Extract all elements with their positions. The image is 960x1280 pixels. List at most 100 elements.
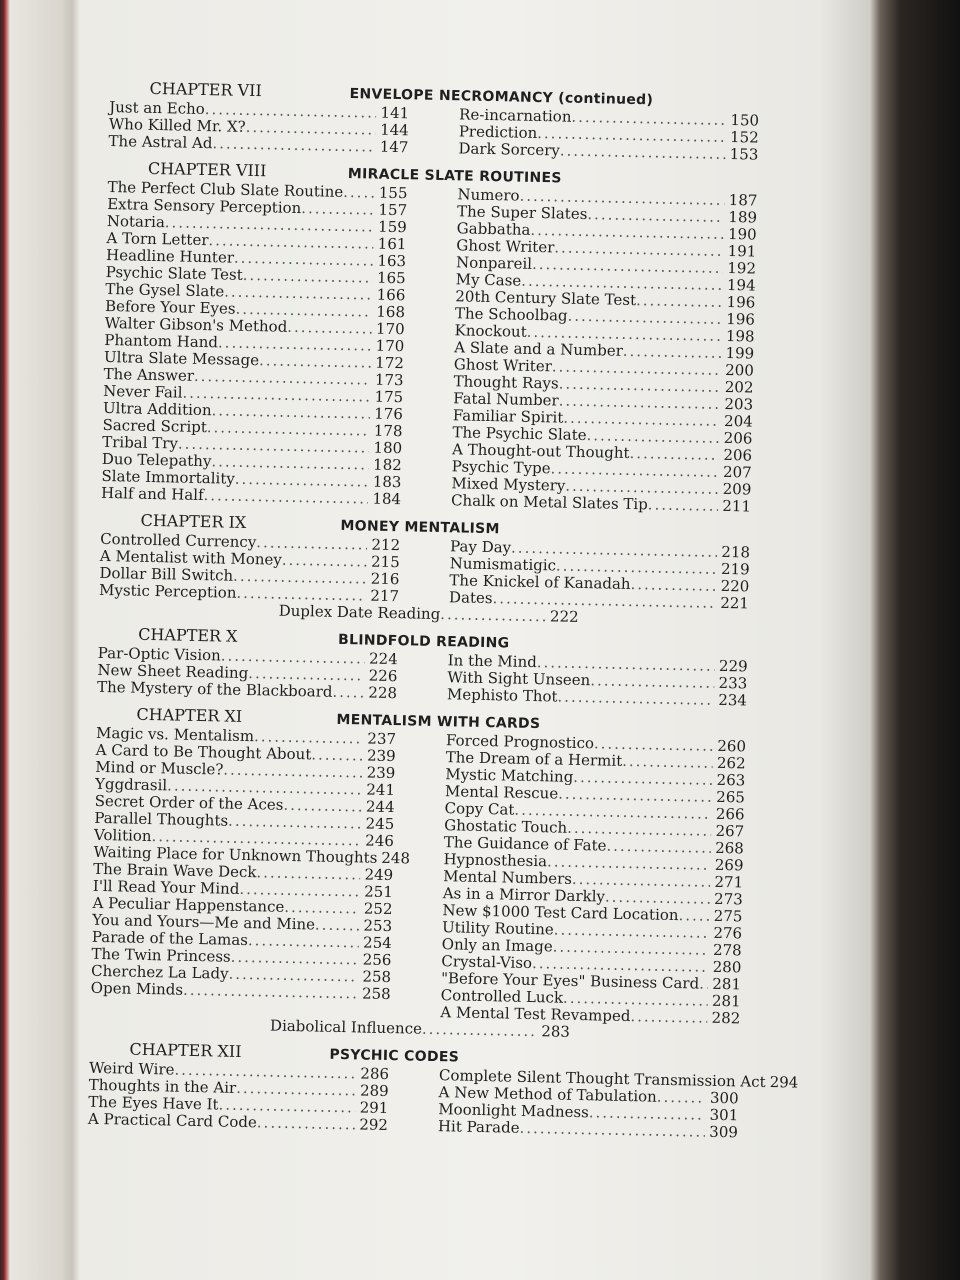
chapter-section: CHAPTER IX MONEY MENTALISM Controlled Curr…: [99, 510, 821, 631]
entry-page-number: 260: [717, 736, 747, 756]
entry-page-number: 251: [364, 882, 394, 902]
entry-page-number: 209: [722, 479, 752, 499]
dot-leader: [212, 135, 376, 155]
entry-page-number: 153: [729, 144, 759, 164]
entry-page-number: 176: [374, 404, 404, 424]
entry-title: A Practical Card Code: [87, 1109, 258, 1132]
entry-page-number: 226: [368, 666, 398, 686]
entry-page-number: 228: [368, 683, 398, 703]
column-right: Forced Prognostico260The Dream of a Herm…: [440, 731, 747, 1027]
entry-page-number: 191: [727, 241, 757, 261]
entry-title: Mephisto Thot: [446, 685, 558, 706]
dot-leader: [440, 606, 546, 625]
entry-page-number: 246: [365, 831, 395, 851]
entry-page-number: 216: [370, 569, 400, 589]
entry-page-number: 155: [378, 183, 408, 203]
entry-title: Mystic Perception: [98, 580, 237, 602]
column-right: In the Mind229With Sight Unseen233Mephis…: [446, 651, 748, 710]
entry-page-number: 194: [726, 275, 756, 295]
dot-leader: [183, 982, 358, 1003]
column-right: Numero187The Super Slates189Gabbatha190G…: [450, 185, 758, 516]
entry-page-number: 198: [725, 326, 755, 346]
entry-page-number: 166: [376, 285, 406, 305]
entry-title: Duplex Date Reading: [278, 601, 441, 624]
entry-page-number: 159: [377, 217, 407, 237]
entry-page-number: 180: [373, 438, 403, 458]
dot-leader: [283, 797, 362, 816]
dot-leader: [519, 1120, 705, 1141]
entry-page-number: 234: [718, 690, 748, 710]
entry-page-number: 222: [549, 607, 579, 626]
entry-page-number: 281: [712, 974, 742, 994]
entry-page-number: 254: [362, 933, 392, 953]
entry-page-number: 211: [722, 496, 752, 516]
entry-page-number: 215: [370, 552, 400, 572]
entry-page-number: 258: [362, 967, 392, 987]
entry-page-number: 301: [709, 1105, 739, 1125]
dot-leader: [606, 838, 711, 857]
dot-leader: [311, 746, 363, 764]
entry-page-number: 292: [359, 1115, 389, 1135]
entry-page-number: 289: [359, 1081, 389, 1101]
entry-page-number: 237: [367, 729, 397, 749]
entry-page-number: 233: [718, 673, 748, 693]
entry-page-number: 178: [373, 421, 403, 441]
entry-page-number: 248: [381, 848, 411, 868]
dot-leader: [282, 552, 368, 571]
dot-leader: [699, 976, 709, 993]
column-left: Magic vs. Mentalism237A Card to Be Thoug…: [90, 724, 411, 1020]
entry-page-number: 294: [769, 1073, 799, 1092]
entry-page-number: 144: [379, 120, 409, 140]
entry-page-number: 271: [714, 872, 744, 892]
chapter-section: CHAPTER XI MENTALISM WITH CARDS Magic vs. …: [90, 704, 817, 1046]
entry-page-number: 268: [715, 838, 745, 858]
entry-page-number: 244: [365, 797, 395, 817]
entry-title: Open Minds: [90, 978, 184, 999]
entry-page-number: 258: [361, 984, 391, 1004]
entry-page-number: 192: [727, 258, 757, 278]
entry-page-number: 170: [375, 319, 405, 339]
entry-page-number: 150: [730, 111, 760, 130]
entry-columns: Magic vs. Mentalism237A Card to Be Thoug…: [90, 724, 816, 1029]
entry-page-number: 309: [709, 1122, 739, 1142]
entry-page-number: 184: [372, 489, 402, 509]
entry-page-number: 200: [725, 360, 755, 380]
dot-leader: [256, 864, 360, 883]
entry-page-number: 280: [712, 957, 742, 977]
entry-page-number: 170: [375, 336, 405, 356]
entry-page-number: 190: [727, 224, 757, 244]
chapter-section: CHAPTER VII ENVELOPE NECROMANCY (continue…: [108, 78, 829, 165]
entry-page-number: 206: [723, 445, 753, 465]
table-of-contents-page: CHAPTER VII ENVELOPE NECROMANCY (continue…: [88, 70, 830, 1143]
dot-leader: [203, 487, 368, 507]
dot-leader: [622, 753, 713, 772]
entry-page-number: 276: [713, 923, 743, 943]
column-left: The Perfect Club Slate Routine155Extra S…: [101, 178, 408, 509]
entry-page-number: 239: [366, 763, 396, 783]
chapter-section: CHAPTER X BLINDFOLD READING Par-Optic Visi…: [97, 624, 818, 711]
entry-page-number: 266: [715, 804, 745, 824]
entry-page-number: 172: [375, 353, 405, 373]
entry-page-number: 157: [378, 200, 408, 220]
entry-page-number: 196: [726, 309, 756, 329]
entry-page-number: 220: [720, 576, 750, 596]
dot-leader: [678, 907, 710, 925]
entry-title: Chalk on Metal Slates Tip: [450, 491, 648, 514]
entry-page-number: 196: [726, 292, 756, 312]
column-right: Complete Silent Thought Transmission Act…: [438, 1066, 799, 1142]
column-left: Weird Wire286Thoughts in the Air289The E…: [87, 1059, 389, 1135]
entry-page-number: 263: [716, 770, 746, 790]
entry-page-number: 204: [723, 411, 753, 431]
entry-page-number: 275: [713, 906, 743, 926]
dot-leader: [623, 343, 722, 362]
entry-title: Dark Sorcery: [458, 139, 561, 160]
entry-page-number: 265: [716, 787, 746, 807]
chapter-section: CHAPTER VIII MIRACLE SLATE ROUTINES The Pe…: [101, 158, 828, 517]
dot-leader: [343, 184, 375, 202]
entry-page-number: 267: [715, 821, 745, 841]
entry-page-number: 173: [374, 370, 404, 390]
entry-page-number: 182: [372, 455, 402, 475]
entry-page-number: 256: [362, 950, 392, 970]
entry-page-number: 245: [365, 814, 395, 834]
